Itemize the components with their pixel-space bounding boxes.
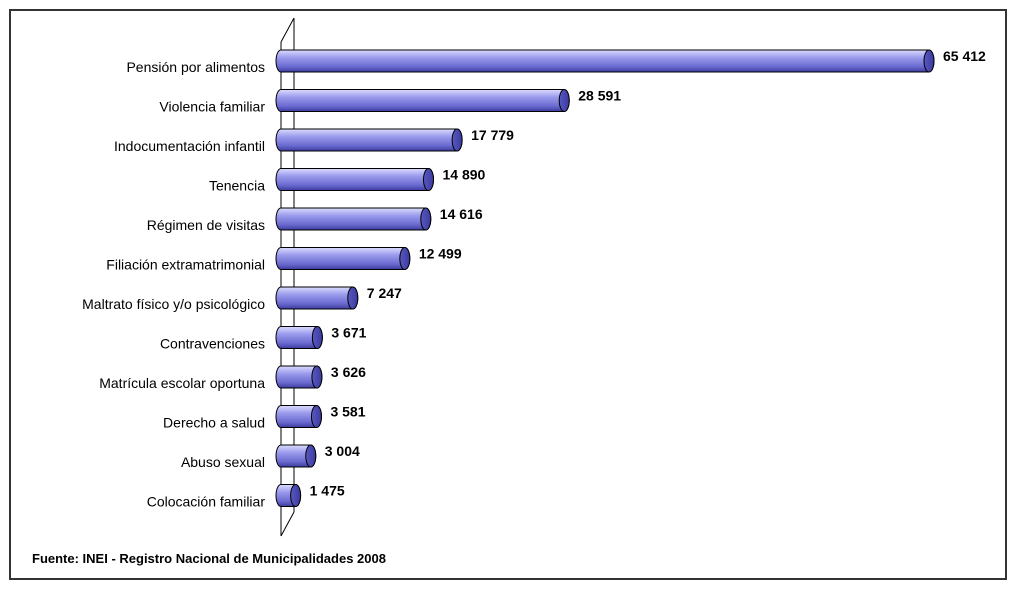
category-label: Tenencia	[209, 178, 265, 194]
category-label: Matrícula escolar oportuna	[99, 375, 265, 391]
value-label: 17 779	[471, 127, 514, 143]
bar	[275, 247, 411, 270]
category-label: Colocación familiar	[147, 494, 266, 510]
bar-cap	[399, 247, 411, 270]
value-label: 3 004	[325, 443, 360, 459]
value-label: 12 499	[419, 246, 462, 262]
category-label: Maltrato físico y/o psicológico	[82, 296, 265, 312]
value-label: 65 412	[943, 48, 986, 64]
category-labels: Pensión por alimentos Violencia familiar I…	[82, 59, 265, 510]
value-label: 3 626	[331, 364, 366, 380]
bar	[275, 128, 463, 152]
bar-cap	[923, 49, 935, 73]
bars-group	[275, 49, 935, 507]
bar-cap	[311, 365, 323, 389]
bar-cap	[423, 168, 435, 191]
bar	[275, 49, 935, 73]
value-label: 7 247	[367, 285, 402, 301]
bar-cap	[290, 484, 302, 507]
bar	[275, 89, 570, 112]
bar	[275, 168, 434, 191]
category-label: Pensión por alimentos	[126, 59, 265, 75]
value-label: 3 671	[331, 325, 366, 341]
bar-cap	[558, 89, 570, 112]
value-label: 28 591	[578, 88, 621, 104]
value-label: 14 890	[443, 167, 486, 183]
source-note: Fuente: INEI - Registro Nacional de Muni…	[32, 551, 386, 566]
category-label: Régimen de visitas	[147, 217, 265, 233]
bar-cap	[451, 128, 463, 152]
category-label: Derecho a salud	[163, 415, 265, 431]
value-label: 1 475	[310, 483, 345, 499]
bar-cap	[347, 286, 359, 310]
category-label: Filiación extramatrimonial	[106, 257, 265, 273]
category-label: Indocumentación infantil	[114, 138, 265, 154]
bar-cap	[420, 207, 432, 231]
category-label: Contravenciones	[160, 336, 265, 352]
category-label: Violencia familiar	[159, 99, 265, 115]
bar-cap	[311, 326, 323, 349]
value-labels: 65 412 28 591 17 779 14 890 14 616 12 499 7 24…	[310, 48, 986, 499]
bar-cap	[310, 405, 322, 428]
bar	[275, 207, 432, 231]
value-label: 14 616	[440, 206, 483, 222]
category-label: Abuso sexual	[181, 454, 265, 470]
bar	[275, 286, 359, 310]
bar-cap	[305, 444, 317, 468]
value-label: 3 581	[330, 404, 365, 420]
